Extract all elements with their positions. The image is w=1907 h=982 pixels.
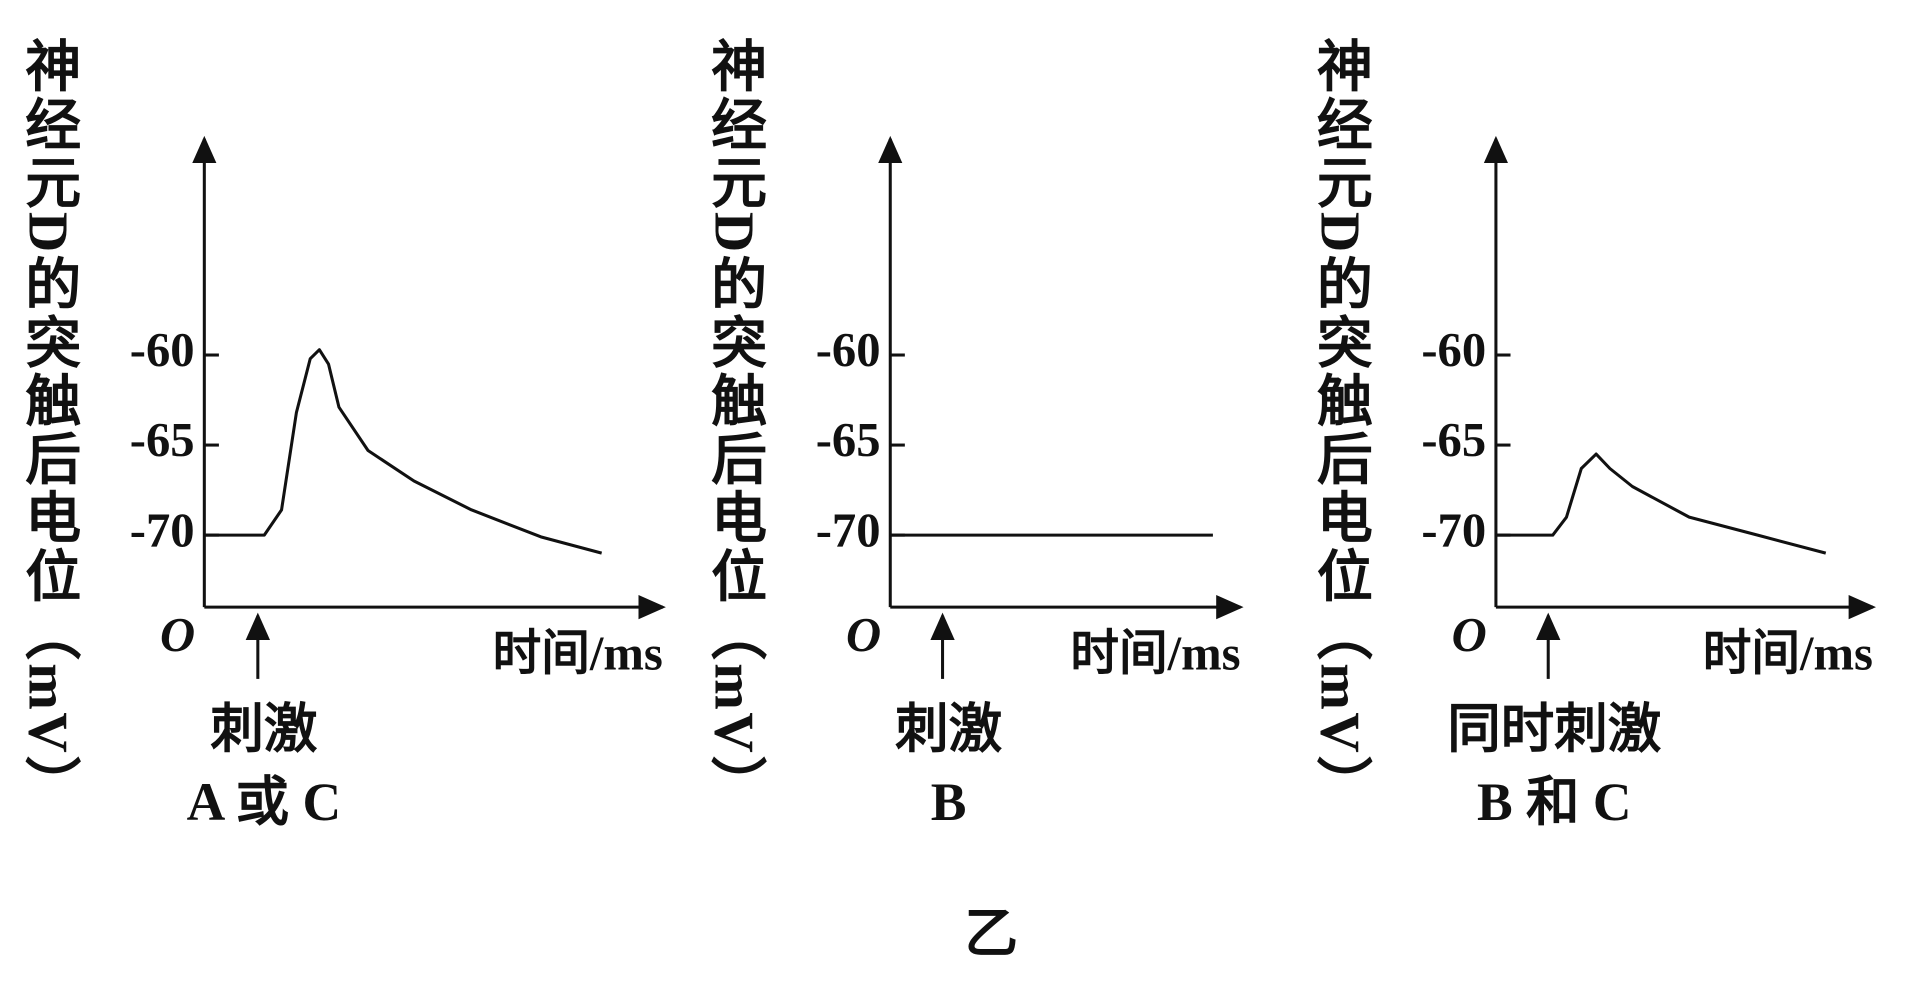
y-tick-label: -60 xyxy=(130,323,195,377)
stimulus-label: 刺激 xyxy=(210,699,317,759)
caption: 乙 xyxy=(964,903,1018,963)
y-tick-label: -70 xyxy=(816,503,881,557)
y-axis-label: 神经元D的突触后电位（mV） xyxy=(703,37,767,814)
stimulus-label: 同时刺激 xyxy=(1447,699,1661,759)
origin-label: O xyxy=(846,608,881,662)
stimulus-label: A 或 C xyxy=(187,772,342,832)
y-axis-label: 神经元D的突触后电位（mV） xyxy=(17,37,81,814)
x-axis-label: 时间/ms xyxy=(1070,626,1240,680)
y-tick-label: -65 xyxy=(130,413,195,467)
y-tick-label: -70 xyxy=(1421,503,1486,557)
x-axis-label: 时间/ms xyxy=(493,626,663,680)
y-tick-label: -70 xyxy=(130,503,195,557)
y-axis-label: 神经元D的突触后电位（mV） xyxy=(1308,37,1372,814)
origin-label: O xyxy=(160,608,195,662)
y-tick-label: -65 xyxy=(1421,413,1486,467)
curve xyxy=(204,348,603,555)
stimulus-label: B 和 C xyxy=(1477,772,1632,832)
y-tick-label: -65 xyxy=(816,413,881,467)
stimulus-label: 刺激 xyxy=(895,699,1002,759)
curve xyxy=(1495,452,1827,555)
y-tick-label: -60 xyxy=(1421,323,1486,377)
origin-label: O xyxy=(1452,608,1487,662)
y-tick-label: -60 xyxy=(816,323,881,377)
x-axis-label: 时间/ms xyxy=(1703,626,1873,680)
stimulus-label: B xyxy=(931,772,967,832)
